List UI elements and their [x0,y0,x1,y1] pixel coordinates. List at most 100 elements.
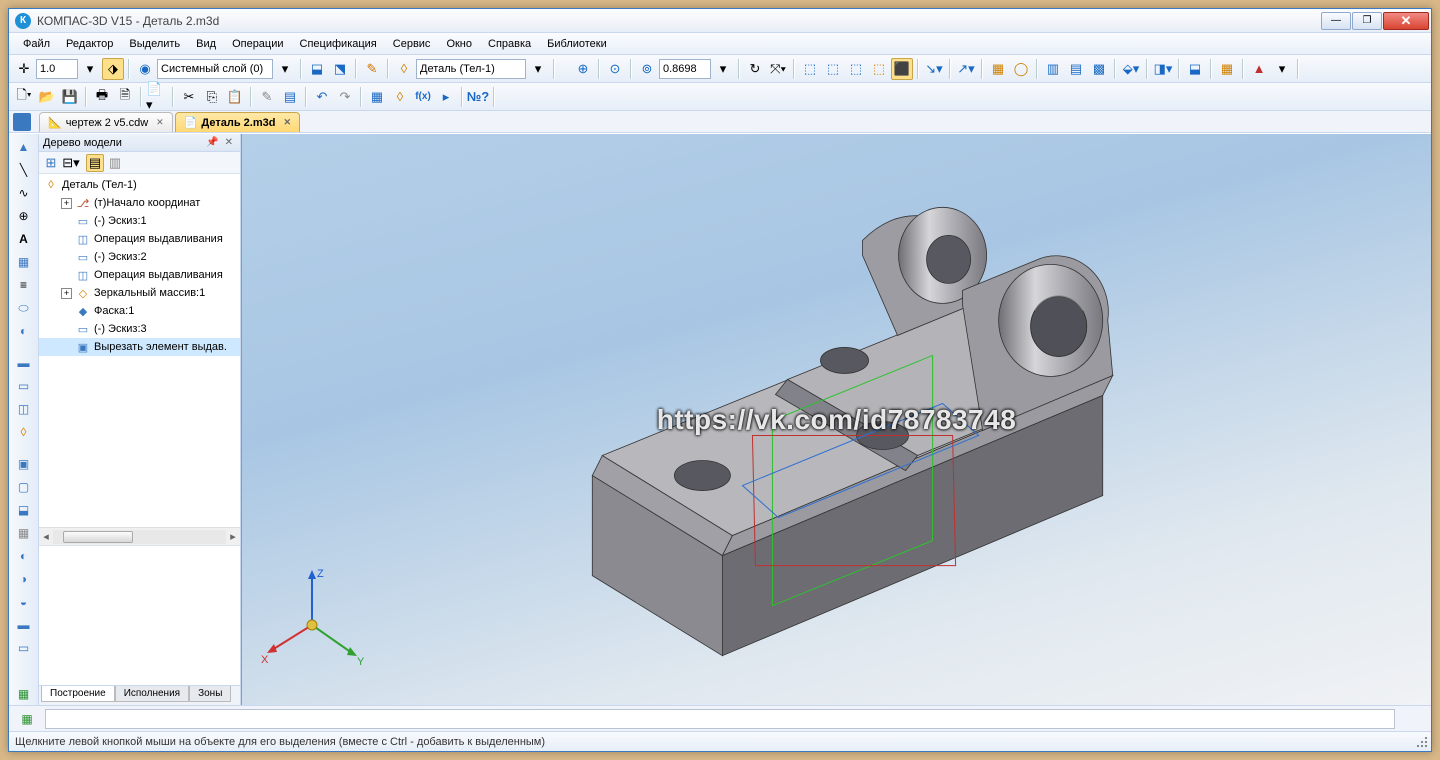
scale-input[interactable] [36,59,78,79]
vtool[interactable]: ≡ [14,275,34,295]
orient-icon[interactable]: ⤧▾ [767,58,789,80]
cube-shaded-icon[interactable]: ⬛ [891,58,913,80]
minimize-button[interactable]: — [1321,12,1351,30]
window-icon[interactable]: ▦ [987,58,1009,80]
message-field[interactable] [45,709,1395,729]
copy-icon[interactable]: ⎘ [201,86,223,108]
arrow-icon[interactable]: ↗▾ [955,58,977,80]
dropdown-icon[interactable]: ▾ [274,58,296,80]
tool-button[interactable]: ▤ [1065,58,1087,80]
doc-tab[interactable]: 📄Деталь 2.m3d✕ [175,112,300,132]
tool-button[interactable]: ⬔ [329,58,351,80]
layer-icon[interactable]: ◉ [134,58,156,80]
panel-tab[interactable]: Построение [41,686,115,702]
panel-tab[interactable]: Зоны [189,686,231,702]
variables-button[interactable]: ▸ [435,86,457,108]
print-icon[interactable]: 🖶 [91,86,113,108]
tree-node[interactable]: ▭(-) Эскиз:2 [39,248,240,266]
panel-close-icon[interactable]: ✕ [222,137,236,148]
panel-tab[interactable]: Исполнения [115,686,189,702]
tree-tool[interactable]: ⊞ [42,154,60,172]
tree-node[interactable]: +⎇(т)Начало координат [39,194,240,212]
resize-grip-icon[interactable] [1415,735,1429,749]
open-icon[interactable]: 📂 [36,86,58,108]
cube-icon[interactable]: ⬚ [799,58,821,80]
maximize-button[interactable]: ❐ [1352,12,1382,30]
msgbar-icon[interactable]: ▦ [17,709,37,729]
tree-node[interactable]: ▣Вырезать элемент выдав. [39,338,240,356]
new-icon[interactable]: 🗋▾ [13,86,35,108]
tree-node[interactable]: ▭(-) Эскиз:3 [39,320,240,338]
close-button[interactable]: ✕ [1383,12,1429,30]
scale-icon[interactable]: ✛ [13,58,35,80]
layer-input[interactable] [157,59,273,79]
vtool-extrude[interactable]: ▬ [14,353,34,373]
tree-node[interactable]: ▭(-) Эскиз:1 [39,212,240,230]
menu-сервис[interactable]: Сервис [385,36,439,52]
pin-icon[interactable]: 📌 [203,137,221,148]
vtool-cursor[interactable]: ▲ [14,137,34,157]
undo-icon[interactable]: ↶ [311,86,333,108]
viewport-3d[interactable]: Z X Y https://vk.com/id78783748 [241,134,1431,705]
library-icon[interactable]: ⬙▾ [1120,58,1142,80]
tool-button[interactable]: ▦ [366,86,388,108]
body-icon[interactable]: ◊ [393,58,415,80]
dropdown-icon[interactable]: ▾ [527,58,549,80]
menu-вид[interactable]: Вид [188,36,224,52]
vtool[interactable]: ◐ [14,546,34,566]
vtool[interactable]: ◊ [14,422,34,442]
redo-icon[interactable]: ↷ [334,86,356,108]
vtool[interactable]: ◒ [14,592,34,612]
tool-button[interactable]: ◊ [389,86,411,108]
vtool[interactable]: ◐ [14,321,34,341]
menu-выделить[interactable]: Выделить [121,36,188,52]
tree-tool[interactable]: ▤ [86,154,104,172]
tool-button[interactable]: ▲ [1248,58,1270,80]
tree-node[interactable]: ◫Операция выдавливания [39,230,240,248]
cube-icon[interactable]: ⬚ [822,58,844,80]
tool-button[interactable]: ▦ [1216,58,1238,80]
doc-tab[interactable]: 📐чертеж 2 v5.cdw✕ [39,112,173,132]
menu-библиотеки[interactable]: Библиотеки [539,36,615,52]
panel-scrollbar[interactable]: ◂ ▸ [39,527,240,545]
tree-node[interactable]: +◇Зеркальный массив:1 [39,284,240,302]
zoom-input[interactable] [659,59,711,79]
tool-button[interactable]: ✎ [256,86,278,108]
vtool[interactable]: ▭ [14,376,34,396]
home-tab-icon[interactable] [13,113,31,131]
vtool[interactable]: ▬ [14,615,34,635]
tree-root[interactable]: ◊Деталь (Тел-1) [39,176,240,194]
preview-icon[interactable]: 🗎 [114,86,136,108]
tree-node[interactable]: ◆Фаска:1 [39,302,240,320]
menu-окно[interactable]: Окно [438,36,480,52]
cut-icon[interactable]: ✂ [178,86,200,108]
tool-button[interactable]: ⬓ [306,58,328,80]
doc-tab-close-icon[interactable]: ✕ [156,117,164,128]
vtool[interactable]: ▣ [14,454,34,474]
vtool[interactable]: ⬓ [14,500,34,520]
save-icon[interactable]: 💾 [59,86,81,108]
tool-button[interactable]: ▾ [1271,58,1293,80]
vtool-line[interactable]: ╲ [14,160,34,180]
model-tree[interactable]: ◊Деталь (Тел-1)+⎇(т)Начало координат▭(-)… [39,174,240,527]
vtool[interactable]: ⬭ [14,298,34,318]
rotate-icon[interactable]: ↻ [744,58,766,80]
tool-button[interactable]: ✎ [361,58,383,80]
body-input[interactable] [416,59,526,79]
tool-button[interactable]: ⬓ [1184,58,1206,80]
vtool[interactable]: ▦ [14,523,34,543]
zoom-window-icon[interactable]: ⊕ [572,58,594,80]
tool-button[interactable]: ▩ [1088,58,1110,80]
expand-icon[interactable]: + [61,288,72,299]
vtool-text[interactable]: A [14,229,34,249]
menu-редактор[interactable]: Редактор [58,36,121,52]
menu-справка[interactable]: Справка [480,36,539,52]
tree-tool[interactable]: ▥ [106,154,124,172]
scale-toggle[interactable]: ⬗ [102,58,124,80]
help-icon[interactable]: №? [467,86,489,108]
vtool[interactable]: ▦ [14,684,34,704]
tree-node[interactable]: ◫Операция выдавливания [39,266,240,284]
menu-файл[interactable]: Файл [15,36,58,52]
doc-tab-close-icon[interactable]: ✕ [283,117,291,128]
vtool[interactable]: ▭ [14,638,34,658]
